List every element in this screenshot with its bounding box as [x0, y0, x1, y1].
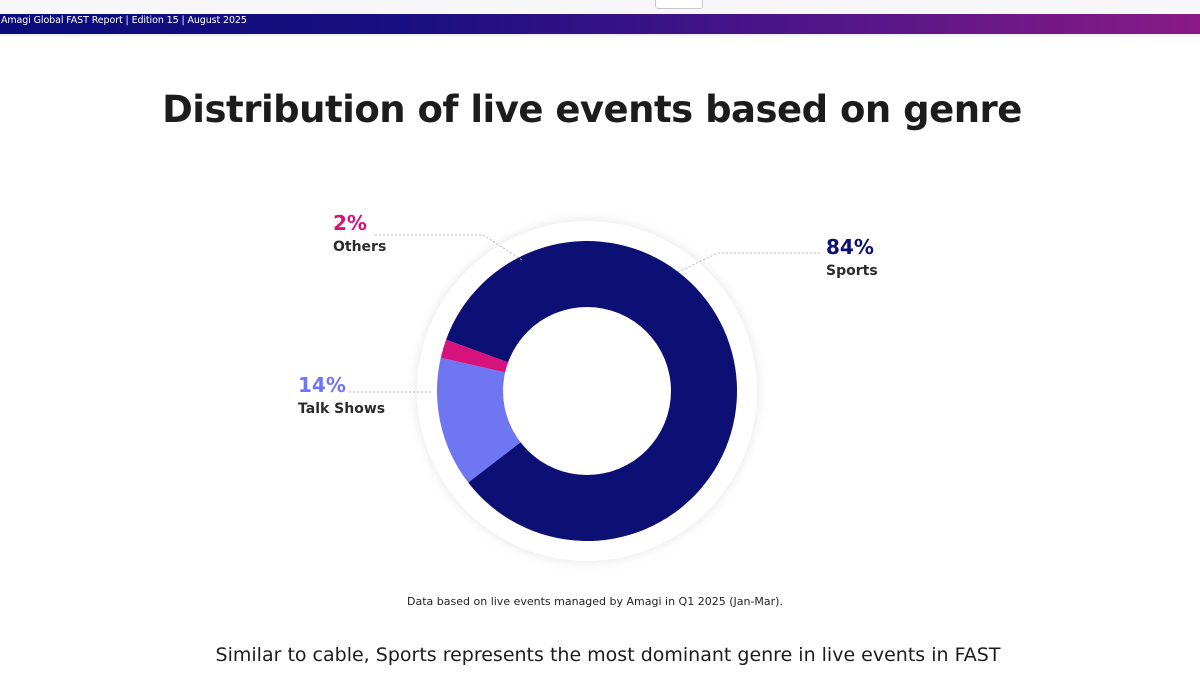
slice-name-sports: Sports: [826, 263, 878, 279]
body-paragraph: Similar to cable, Sports represents the …: [215, 644, 1001, 666]
slice-percent-others: 2%: [333, 211, 367, 235]
leader-line-sports: [677, 252, 820, 273]
report-edition-text: Amagi Global FAST Report | Edition 15 | …: [1, 15, 247, 26]
donut-hole: [503, 307, 671, 475]
slice-percent-sports: 84%: [826, 235, 874, 259]
chart-footnote: Data based on live events managed by Ama…: [407, 595, 783, 608]
slice-label-sports: 84% Sports: [826, 236, 878, 280]
leader-line-others: [375, 234, 523, 261]
slice-name-others: Others: [333, 239, 387, 255]
slice-label-talk-shows: 14% Talk Shows: [298, 374, 385, 418]
banner-shadow: [0, 34, 1200, 38]
slice-name-talk-shows: Talk Shows: [298, 401, 386, 417]
page-title: Distribution of live events based on gen…: [162, 88, 1022, 131]
slice-percent-talk-shows: 14%: [298, 373, 346, 397]
slice-label-others: 2% Others: [333, 212, 386, 256]
top-tab-handle[interactable]: [655, 0, 703, 9]
browser-top-strip: [0, 0, 1200, 14]
report-header-banner: Amagi Global FAST Report | Edition 15 | …: [0, 14, 1200, 34]
